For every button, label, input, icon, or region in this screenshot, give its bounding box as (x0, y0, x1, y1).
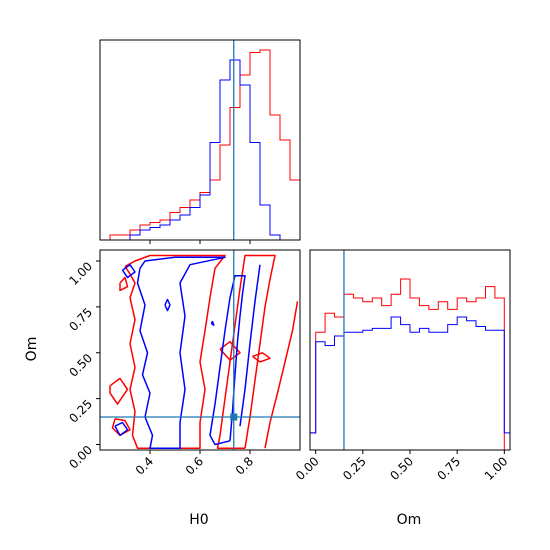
truth-marker (230, 413, 238, 421)
contour-lines (109, 254, 299, 449)
contour-h0-om-panel: 0.4 0.6 0.8 0.00 0.25 0.50 0.75 1.00 (66, 249, 301, 478)
contour-xtick-label: 0.6 (183, 454, 206, 477)
contour-blue-9 (209, 274, 246, 446)
histogram-om-xtick-label: 1.00 (482, 454, 511, 483)
contour-ytick-label: 0.00 (66, 443, 95, 472)
contour-ytick-label: 0.50 (66, 351, 95, 380)
contour-blue-13 (164, 298, 171, 312)
contour-ytick-label: 0.75 (66, 305, 95, 334)
histogram-om-series-blue (310, 316, 510, 434)
histogram-om-xtick-label: 0.50 (387, 454, 416, 483)
contour-red-5 (119, 276, 129, 292)
histogram-om-xtick-label: 0.00 (293, 454, 322, 483)
contour-blue-11 (114, 421, 129, 437)
contour-blue-8 (136, 256, 226, 449)
contour-xtick-label: 0.4 (133, 454, 156, 477)
contour-ytick-label: 1.00 (66, 259, 95, 288)
contour-blue-14 (210, 320, 215, 326)
contour-red-1 (216, 254, 276, 449)
x-axis-label-h0: H0 (189, 512, 208, 528)
histogram-h0-series-red (100, 49, 300, 241)
x-axis-label-om: Om (397, 512, 422, 528)
contour-blue-12 (121, 263, 136, 279)
histogram-om-panel: 0.00 0.25 0.50 0.75 1.00 (293, 249, 511, 483)
y-axis-label-om: Om (24, 337, 40, 362)
contour-xtick-label: 0.8 (233, 454, 256, 477)
contour-red-2 (264, 301, 299, 449)
histogram-om-xtick-label: 0.75 (434, 454, 463, 483)
contour-red-0 (124, 254, 226, 449)
contour-red-3 (109, 377, 129, 405)
contour-red-7 (252, 352, 271, 363)
contour-red-6 (219, 340, 241, 361)
histogram-h0-series-blue (100, 59, 300, 241)
contour-ytick-label: 0.25 (66, 397, 95, 426)
histogram-h0-panel (99, 39, 301, 244)
histogram-om-xtick-label: 0.25 (340, 454, 369, 483)
contour-blue-10 (239, 264, 261, 427)
histogram-om-series-red (310, 278, 510, 451)
